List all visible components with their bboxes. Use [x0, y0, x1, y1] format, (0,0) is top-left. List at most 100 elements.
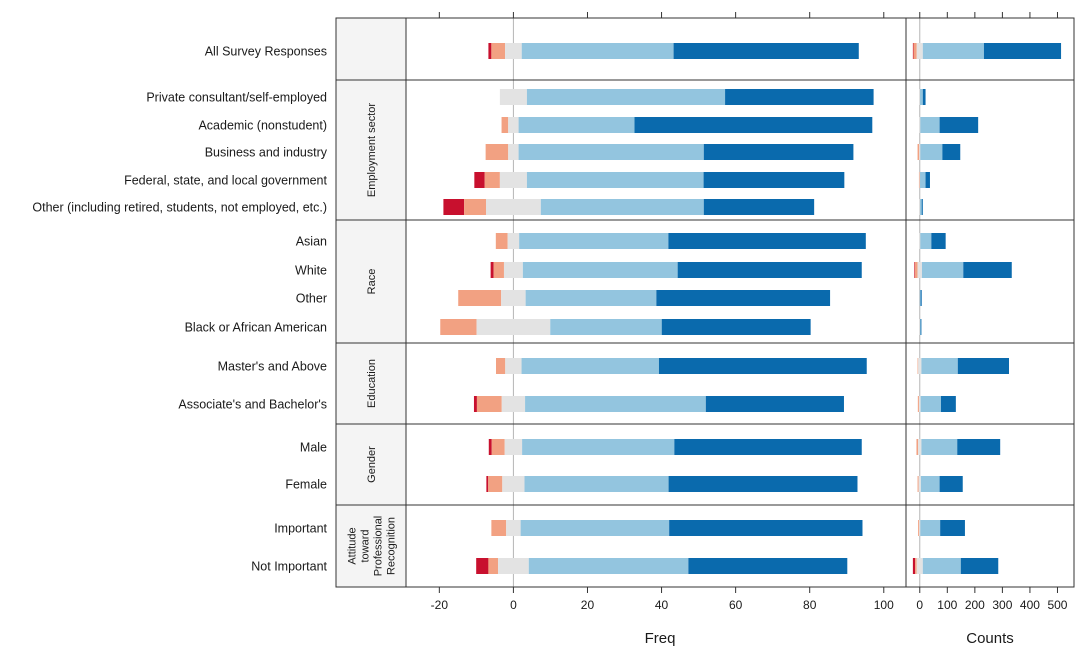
- strip-background: [336, 343, 406, 424]
- count-bar-segment-neutral: [919, 144, 921, 160]
- freq-bar-segment-pos: [522, 439, 675, 455]
- row-label: All Survey Responses: [205, 45, 327, 59]
- row-label: Male: [300, 441, 327, 455]
- freq-bar-segment-pos: [526, 172, 704, 188]
- row-label: Other: [296, 292, 327, 306]
- count-bar-segment-neg: [917, 358, 919, 374]
- freq-bar-segment-pos: [525, 396, 706, 412]
- freq-bar-segment-pos: [550, 319, 662, 335]
- strip-label: Professional: [373, 516, 385, 577]
- strip-background: [336, 220, 406, 343]
- freq-tick-label: 0: [510, 598, 517, 612]
- freq-bar-segment-neg: [501, 117, 509, 133]
- count-bar-segment-neutral: [919, 172, 921, 188]
- count-bar-segment-pos: [919, 290, 921, 306]
- freq-axis-title: Freq: [645, 630, 676, 647]
- freq-bar-segment-strong-neg: [443, 199, 465, 215]
- freq-bar-segment-neg: [491, 43, 506, 59]
- row-labels: All Survey Responses Private consultant/s…: [32, 45, 327, 574]
- freq-bar-segment-pos: [521, 43, 674, 59]
- freq-bar-segment-strong-pos: [705, 396, 844, 412]
- freq-bar-segment-strong-pos: [668, 476, 858, 492]
- strip-label: Race: [366, 269, 378, 295]
- count-bar-segment-strong-pos: [920, 319, 922, 335]
- count-bar-segment-neutral: [917, 262, 922, 278]
- row-label: Master's and Above: [218, 360, 327, 374]
- count-bar-segment-neg: [915, 558, 917, 574]
- freq-bar-segment-strong-neg: [488, 43, 492, 59]
- freq-tick-label: 20: [581, 598, 595, 612]
- count-bar-segment-strong-pos: [942, 144, 961, 160]
- count-bar-segment-pos: [922, 558, 961, 574]
- freq-bar-segment-neg: [488, 558, 499, 574]
- freq-bar-segment-neutral: [501, 396, 526, 412]
- count-bar-segment-neg: [917, 396, 919, 412]
- count-bar-segment-pos: [921, 439, 958, 455]
- freq-bar-segment-strong-pos: [725, 89, 874, 105]
- freq-bar-segment-pos: [518, 144, 704, 160]
- freq-bar-segment-strong-pos: [661, 319, 811, 335]
- freq-bar-segment-neg: [495, 233, 508, 249]
- count-bar-segment-pos: [921, 262, 964, 278]
- row-label: Not Important: [251, 560, 327, 574]
- strip-label: toward: [360, 529, 372, 562]
- freq-bar-segment-neutral: [505, 358, 522, 374]
- count-bar-segment-strong-pos: [963, 262, 1012, 278]
- count-bar-segment-neg: [916, 439, 919, 455]
- row-label: Business and industry: [205, 146, 328, 160]
- row-label: White: [295, 264, 327, 278]
- row-label: Asian: [296, 235, 327, 249]
- freq-bar-segment-neutral: [504, 439, 523, 455]
- freq-bar-segment-pos: [524, 476, 669, 492]
- count-bar-segment-pos: [920, 520, 941, 536]
- freq-bar-segment-neutral: [502, 476, 525, 492]
- count-bar-segment-strong-pos: [960, 558, 999, 574]
- strip-background: [336, 18, 406, 80]
- freq-bar-segment-neg: [440, 319, 477, 335]
- count-bar-segment-neutral: [918, 396, 921, 412]
- freq-bar-segment-strong-neg: [488, 439, 492, 455]
- count-bar-segment-neutral: [919, 319, 921, 335]
- strip-label: Attitude: [347, 527, 359, 564]
- count-bar-segment-neg: [914, 262, 918, 278]
- strip-background: [336, 424, 406, 505]
- freq-tick-label: 40: [655, 598, 669, 612]
- freq-bar-segment-neg: [491, 520, 507, 536]
- freq-bar-segment-pos: [525, 290, 657, 306]
- freq-bar-segment-strong-pos: [703, 144, 854, 160]
- count-bar-segment-neutral: [919, 520, 921, 536]
- strip-label: Recognition: [386, 517, 398, 575]
- freq-bar-segment-strong-neg: [490, 262, 494, 278]
- freq-bar-segment-strong-pos: [656, 290, 831, 306]
- freq-bar-segment-strong-neg: [473, 396, 477, 412]
- freq-bar-segment-neutral: [476, 319, 551, 335]
- count-bar-segment-strong-pos: [940, 520, 965, 536]
- freq-bar-segment-neg: [488, 476, 503, 492]
- strip-label: Employment sector: [366, 103, 378, 197]
- row-label: Other (including retired, students, not …: [32, 201, 327, 215]
- freq-bar-segment-neg: [491, 439, 505, 455]
- count-bar-segment-neutral: [916, 558, 923, 574]
- count-bar-segment-strong-pos: [922, 89, 926, 105]
- freq-panel: [440, 18, 874, 587]
- freq-bar-segment-strong-pos: [703, 172, 845, 188]
- count-bar-segment-strong-neg: [914, 262, 916, 278]
- freq-bar-segment-strong-pos: [669, 520, 863, 536]
- count-bar-segment-strong-neg: [912, 43, 914, 59]
- freq-bar-segment-neutral: [499, 89, 527, 105]
- freq-bar-segment-strong-pos: [673, 43, 859, 59]
- row-label: Federal, state, and local government: [124, 174, 327, 188]
- counts-panel: [912, 18, 1062, 587]
- freq-bar-segment-neg: [476, 396, 502, 412]
- freq-bar-segment-pos: [528, 558, 689, 574]
- count-bar-segment-strong-pos: [920, 290, 922, 306]
- count-bar-segment-strong-pos: [925, 172, 930, 188]
- count-bar-segment-pos: [920, 199, 922, 215]
- counts-axis-title: Counts: [966, 630, 1014, 647]
- count-bar-segment-neg: [918, 172, 920, 188]
- freq-bar-segment-neg: [484, 172, 500, 188]
- freq-bar-segment-neutral: [508, 117, 519, 133]
- freq-tick-label: 80: [803, 598, 817, 612]
- freq-bar-segment-neutral: [508, 144, 519, 160]
